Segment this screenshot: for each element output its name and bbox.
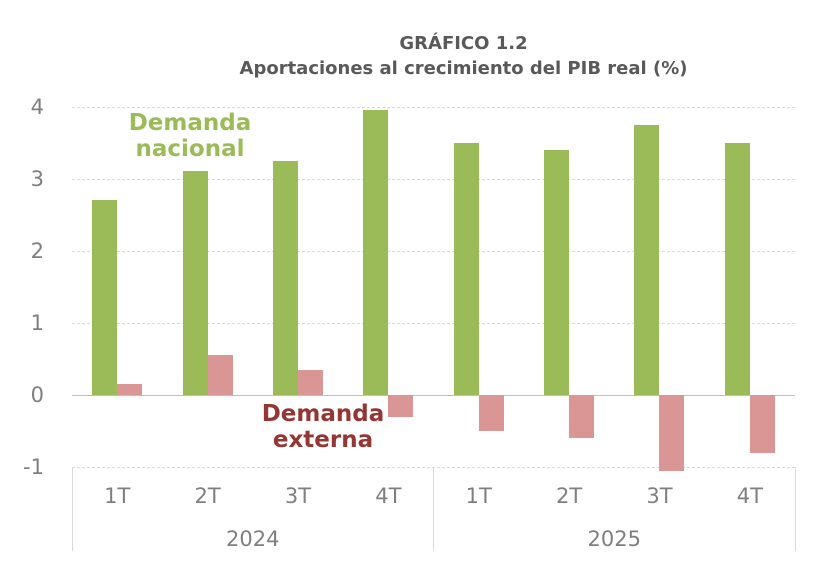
axis-group-separator bbox=[71, 467, 73, 551]
x-axis-year-label: 2025 bbox=[587, 527, 641, 551]
y-tick-label: 0 bbox=[30, 383, 44, 407]
bar-demanda-externa bbox=[749, 395, 775, 453]
series-label-demanda-nacional: Demanda nacional bbox=[128, 110, 252, 162]
x-axis-quarter-label: 3T bbox=[646, 484, 673, 508]
bar-demanda-nacional bbox=[453, 142, 479, 395]
chart-subtitle: Aportaciones al crecimiento del PIB real… bbox=[239, 58, 688, 79]
x-axis-quarter-label: 2T bbox=[555, 484, 583, 508]
bar-demanda-nacional bbox=[363, 110, 389, 395]
bar-demanda-nacional bbox=[92, 200, 118, 395]
bar-demanda-externa bbox=[297, 369, 323, 395]
bar-demanda-externa bbox=[569, 395, 595, 439]
axis-group-separator bbox=[433, 467, 434, 551]
bar-demanda-externa bbox=[478, 395, 504, 432]
chart-title-block: GRÁFICO 1.2 Aportaciones al crecimiento … bbox=[96, 31, 831, 81]
y-tick-label: 1 bbox=[30, 310, 44, 335]
y-tick-label: 2 bbox=[30, 238, 44, 263]
bar-demanda-nacional bbox=[182, 171, 208, 395]
gridline bbox=[72, 106, 795, 108]
axis-group-separator bbox=[794, 467, 796, 551]
bar-demanda-externa bbox=[659, 395, 685, 471]
series-label-demanda-externa: Demanda externa bbox=[261, 401, 385, 453]
chart-title: GRÁFICO 1.2 bbox=[399, 33, 528, 54]
bar-demanda-nacional bbox=[634, 124, 660, 395]
x-axis-year-label: 2024 bbox=[226, 527, 280, 551]
y-tick-label: 4 bbox=[30, 94, 44, 119]
x-axis-quarter-label: 2T bbox=[194, 484, 221, 508]
y-tick-label: -1 bbox=[23, 455, 44, 480]
zero-axis-line bbox=[72, 395, 795, 396]
bar-demanda-externa bbox=[388, 395, 414, 417]
x-axis-quarter-label: 4T bbox=[736, 484, 763, 508]
gridline bbox=[72, 250, 795, 252]
x-axis-quarter-label: 1T bbox=[104, 484, 131, 508]
gridline bbox=[72, 322, 795, 324]
bar-demanda-externa bbox=[207, 355, 233, 395]
bar-demanda-externa bbox=[117, 384, 143, 395]
bar-demanda-nacional bbox=[544, 149, 570, 395]
x-axis-quarter-label: 3T bbox=[284, 484, 312, 508]
gridline bbox=[72, 178, 795, 180]
x-axis-quarter-label: 1T bbox=[465, 484, 492, 508]
bar-demanda-nacional bbox=[272, 160, 298, 395]
y-tick-label: 3 bbox=[30, 166, 44, 191]
x-axis-quarter-label: 4T bbox=[375, 484, 402, 508]
bar-demanda-nacional bbox=[724, 142, 750, 395]
